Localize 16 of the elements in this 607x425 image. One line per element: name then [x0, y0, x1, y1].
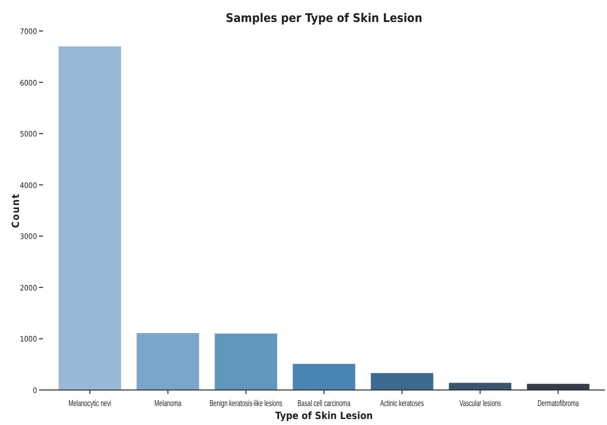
y-axis-title: Count	[11, 193, 22, 228]
x-tick-label: Actinic keratoses	[380, 398, 424, 408]
bar	[58, 46, 122, 390]
chart-title: Samples per Type of Skin Lesion	[226, 11, 422, 25]
x-tick-label: Vascular lesions	[459, 398, 502, 408]
x-tick-label: Melanoma	[154, 398, 182, 408]
bar	[136, 333, 200, 390]
bar	[214, 334, 278, 390]
x-tick-label: Melanocytic nevi	[68, 398, 112, 408]
x-tick-label: Dermatofibroma	[537, 398, 580, 408]
bar	[370, 373, 434, 390]
x-tick-label: Basal cell carcinoma	[298, 398, 352, 408]
x-axis-title: Type of Skin Lesion	[275, 411, 373, 422]
x-tick-label: Benign keratosis-like lesions	[210, 398, 283, 408]
bar	[448, 382, 512, 390]
bar	[292, 364, 356, 390]
